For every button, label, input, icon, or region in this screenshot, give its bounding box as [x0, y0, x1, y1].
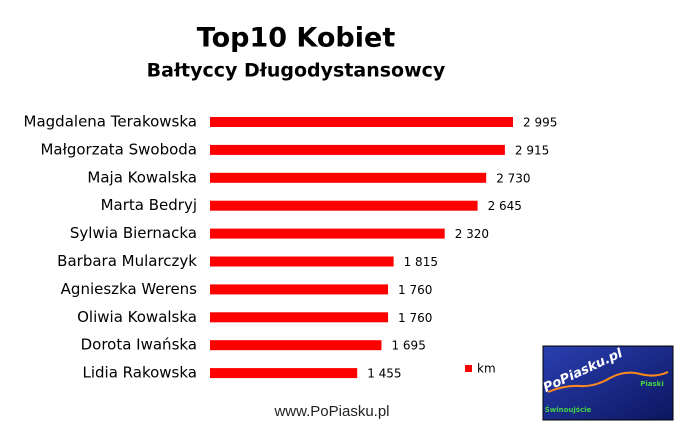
category-label: Oliwia Kowalska	[77, 308, 197, 326]
category-label: Marta Bedryj	[101, 196, 197, 214]
value-label: 2 995	[523, 116, 557, 130]
logo: PoPiasku.pl Piaski Świnoujście	[541, 345, 674, 421]
category-label: Magdalena Terakowska	[24, 113, 197, 131]
category-label: Barbara Mularczyk	[57, 252, 197, 270]
value-label: 2 645	[488, 199, 522, 213]
bar	[210, 368, 358, 379]
value-label: 2 915	[515, 143, 549, 157]
bar	[210, 312, 389, 323]
logo-box	[542, 345, 674, 421]
logo-right: Piaski	[640, 380, 663, 388]
chart-subtitle: Bałtyccy Długodystansowcy	[147, 60, 446, 82]
value-label: 1 760	[398, 283, 432, 297]
value-label: 1 815	[404, 255, 438, 269]
value-label: 1 760	[398, 311, 432, 325]
value-label: 1 455	[367, 367, 401, 381]
bar	[210, 172, 487, 183]
chart-title: Top10 Kobiet	[197, 23, 396, 54]
logo-left: Świnoujście	[545, 405, 592, 414]
bar	[210, 340, 382, 351]
legend-swatch	[465, 365, 472, 372]
value-label: 1 695	[391, 339, 425, 353]
logo-coast	[547, 371, 669, 393]
value-label: 2 730	[496, 171, 530, 185]
bar	[210, 200, 478, 211]
value-label: 2 320	[455, 227, 489, 241]
category-label: Lidia Rakowska	[83, 364, 198, 382]
bar	[210, 144, 505, 155]
legend-label: km	[477, 362, 496, 376]
category-label: Dorota Iwańska	[81, 336, 197, 354]
footer: www.PoPiasku.pl	[273, 403, 389, 420]
category-label: Sylwia Biernacka	[70, 224, 197, 242]
bar	[210, 117, 513, 127]
bar	[210, 228, 445, 239]
bar	[210, 284, 389, 295]
category-label: Agnieszka Werens	[61, 280, 198, 298]
category-label: Małgorzata Swoboda	[40, 140, 197, 158]
category-label: Maja Kowalska	[87, 168, 197, 186]
bar	[210, 256, 394, 267]
